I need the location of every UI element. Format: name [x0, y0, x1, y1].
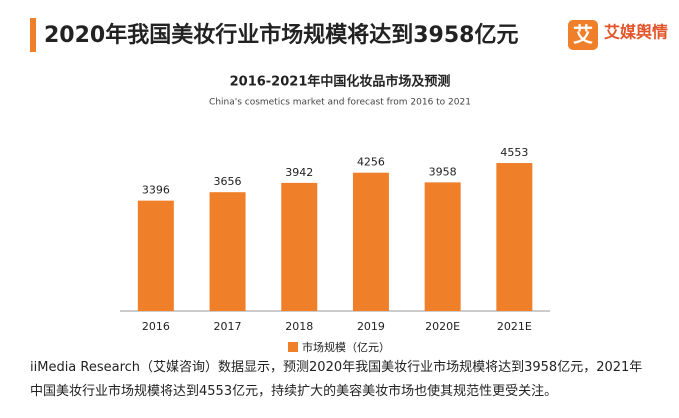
bar: [424, 182, 461, 311]
x-tick-label: 2019: [357, 320, 385, 333]
bar: [137, 200, 174, 311]
x-tick-label: 2016: [142, 320, 170, 333]
data-label: 3942: [285, 166, 313, 179]
x-tick-label: 2020E: [425, 320, 460, 333]
legend-label: 市场规模（亿元）: [302, 340, 390, 354]
x-tick-label: 2017: [214, 320, 242, 333]
chart-title: 2016-2021年中国化妆品市场及预测: [230, 74, 451, 90]
logo-text: 艾媒舆情: [604, 23, 668, 42]
bar: [352, 172, 389, 311]
x-tick-label: 2018: [285, 320, 313, 333]
logo-box: [568, 20, 598, 50]
data-label: 3958: [429, 165, 457, 178]
data-label: 4256: [357, 156, 385, 169]
title-accent: [30, 18, 36, 52]
footer-text: iiMedia Research（艾媒咨询）数据显示，预测2020年我国美妆行业…: [30, 360, 643, 399]
data-label: 4553: [500, 146, 528, 159]
data-label: 3656: [214, 175, 242, 188]
page-title: 2020年我国美妆行业市场规模将达到3958亿元: [44, 22, 518, 48]
chart-subtitle: China's cosmetics market and forecast fr…: [209, 98, 471, 108]
x-tick-label: 2021E: [497, 320, 532, 333]
bar: [281, 182, 318, 311]
logo-mark: 艾: [573, 23, 593, 47]
bar: [209, 192, 246, 311]
legend-swatch: [288, 342, 298, 352]
data-label: 3396: [142, 184, 170, 197]
bar: [496, 163, 533, 311]
